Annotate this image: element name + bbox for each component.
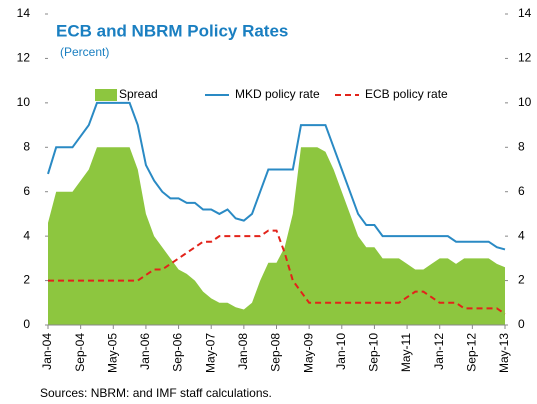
y2-tick-label: 8 xyxy=(518,139,525,153)
legend-label: ECB policy rate xyxy=(365,87,448,101)
y-tick-label: 0 xyxy=(23,317,30,331)
spread-area xyxy=(48,147,505,325)
source-note: Sources: NBRM: and IMF staff calculation… xyxy=(40,386,272,400)
y-tick-label: 10 xyxy=(17,95,31,109)
x-tick-label: Jan-12 xyxy=(432,333,446,370)
plot-area xyxy=(47,101,506,325)
x-tick-label: Jan-08 xyxy=(236,333,250,370)
y2-tick-label: 4 xyxy=(518,228,525,242)
y-tick-label: 4 xyxy=(23,228,30,242)
x-tick-label: Sep-10 xyxy=(367,333,381,372)
x-tick-label: Jan-10 xyxy=(334,333,348,370)
legend-label: Spread xyxy=(119,87,158,101)
series-line xyxy=(48,229,506,315)
chart-title: ECB and NBRM Policy Rates xyxy=(56,21,288,40)
x-tick-label: Sep-06 xyxy=(171,333,185,372)
legend-label: MKD policy rate xyxy=(235,87,320,101)
y2-tick-label: 10 xyxy=(518,95,532,109)
y2-tick-label: 6 xyxy=(518,184,525,198)
y2-tick-label: 0 xyxy=(518,317,525,331)
x-tick-label: Sep-08 xyxy=(269,333,283,372)
x-tick-label: May-11 xyxy=(399,333,413,372)
y-tick-label: 14 xyxy=(17,6,31,20)
y-tick-label: 2 xyxy=(23,273,30,287)
y2-tick-label: 12 xyxy=(518,51,532,65)
x-tick-label: May-13 xyxy=(497,333,511,373)
x-tick-label: May-07 xyxy=(203,333,217,373)
x-tick-label: May-09 xyxy=(301,333,315,373)
series-line xyxy=(47,101,506,251)
legend-swatch xyxy=(95,89,117,101)
x-tick-label: Sep-12 xyxy=(465,333,479,372)
y2-tick-label: 2 xyxy=(518,273,525,287)
y-tick-label: 8 xyxy=(23,139,30,153)
x-tick-label: Sep-04 xyxy=(73,333,87,372)
y2-tick-label: 14 xyxy=(518,6,532,20)
y-tick-label: 12 xyxy=(17,51,31,65)
y-tick-label: 6 xyxy=(23,184,30,198)
x-tick-label: Jan-06 xyxy=(138,333,152,370)
chart-subtitle: (Percent) xyxy=(60,45,109,59)
x-tick-label: May-05 xyxy=(105,333,119,373)
x-tick-label: Jan-04 xyxy=(40,333,54,370)
